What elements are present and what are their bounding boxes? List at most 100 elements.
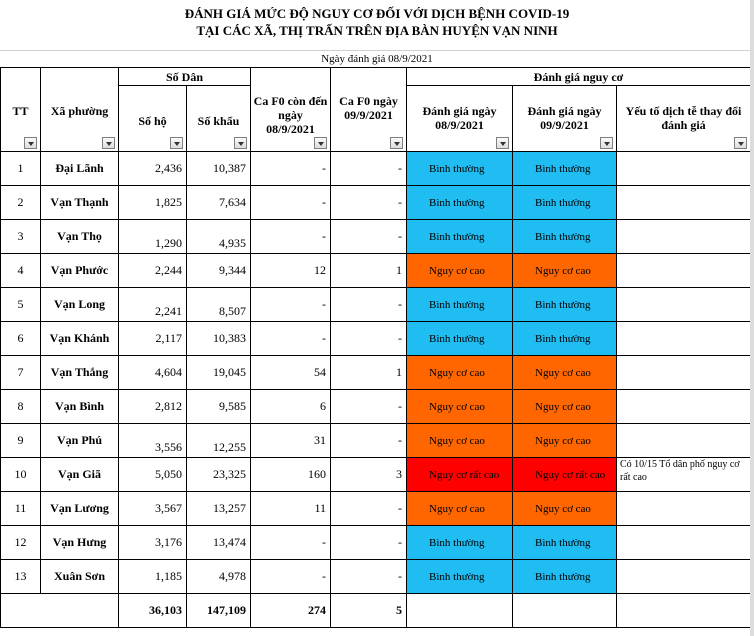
f0-cases-to-date[interactable]: 160 [250, 457, 331, 492]
population[interactable]: 10,387 [186, 151, 251, 186]
filter-dropdown-icon[interactable] [734, 137, 747, 149]
assessment-0809[interactable]: Nguy cơ cao [406, 253, 513, 288]
assessment-0809[interactable]: Bình thường [406, 321, 513, 356]
f0-cases-to-date[interactable]: 54 [250, 355, 331, 390]
epidemiological-note[interactable] [616, 423, 751, 458]
assessment-0909[interactable]: Nguy cơ cao [512, 491, 617, 526]
commune-name[interactable]: Vạn Thắng [40, 355, 119, 390]
epidemiological-note[interactable] [616, 253, 751, 288]
totals-label-cell[interactable] [0, 593, 119, 628]
f0-cases-to-date[interactable]: - [250, 151, 331, 186]
f0-cases-to-date[interactable]: - [250, 559, 331, 594]
assessment-0909[interactable]: Bình thường [512, 525, 617, 560]
assessment-0909[interactable]: Bình thường [512, 185, 617, 220]
assessment-0809[interactable]: Nguy cơ cao [406, 355, 513, 390]
households[interactable]: 1,290 [118, 219, 187, 254]
row-number[interactable]: 12 [0, 525, 41, 560]
row-number[interactable]: 2 [0, 185, 41, 220]
filter-dropdown-icon[interactable] [234, 137, 247, 149]
epidemiological-note[interactable]: Có 10/15 Tổ dân phố nguy cơ rất cao [616, 457, 751, 492]
row-number[interactable]: 9 [0, 423, 41, 458]
row-number[interactable]: 4 [0, 253, 41, 288]
assessment-0909[interactable]: Bình thường [512, 559, 617, 594]
f0-cases-day[interactable]: 3 [330, 457, 407, 492]
epidemiological-note[interactable] [616, 389, 751, 424]
row-number[interactable]: 6 [0, 321, 41, 356]
row-number[interactable]: 1 [0, 151, 41, 186]
f0-cases-day[interactable]: - [330, 185, 407, 220]
population[interactable]: 23,325 [186, 457, 251, 492]
commune-name[interactable]: Đại Lãnh [40, 151, 119, 186]
f0-cases-to-date[interactable]: 11 [250, 491, 331, 526]
f0-cases-day[interactable]: - [330, 423, 407, 458]
f0-cases-to-date[interactable]: 12 [250, 253, 331, 288]
total-households[interactable]: 36,103 [118, 593, 187, 628]
f0-cases-day[interactable]: - [330, 491, 407, 526]
assessment-0809[interactable]: Bình thường [406, 151, 513, 186]
population[interactable]: 9,585 [186, 389, 251, 424]
assessment-0809[interactable]: Bình thường [406, 185, 513, 220]
assessment-0909[interactable]: Bình thường [512, 321, 617, 356]
filter-dropdown-icon[interactable] [496, 137, 509, 149]
epidemiological-note[interactable] [616, 321, 751, 356]
households[interactable]: 4,604 [118, 355, 187, 390]
empty-cell[interactable] [406, 593, 513, 628]
assessment-0909[interactable]: Bình thường [512, 151, 617, 186]
households[interactable]: 2,244 [118, 253, 187, 288]
f0-cases-day[interactable]: - [330, 389, 407, 424]
epidemiological-note[interactable] [616, 219, 751, 254]
row-number[interactable]: 10 [0, 457, 41, 492]
filter-dropdown-icon[interactable] [102, 137, 115, 149]
population[interactable]: 7,634 [186, 185, 251, 220]
row-number[interactable]: 5 [0, 287, 41, 322]
assessment-0909[interactable]: Bình thường [512, 287, 617, 322]
assessment-0909[interactable]: Bình thường [512, 219, 617, 254]
f0-cases-day[interactable]: 1 [330, 355, 407, 390]
empty-cell[interactable] [512, 593, 617, 628]
commune-name[interactable]: Vạn Phú [40, 423, 119, 458]
assessment-0809[interactable]: Nguy cơ cao [406, 389, 513, 424]
households[interactable]: 3,556 [118, 423, 187, 458]
f0-cases-day[interactable]: - [330, 219, 407, 254]
f0-cases-day[interactable]: 1 [330, 253, 407, 288]
assessment-0909[interactable]: Nguy cơ cao [512, 355, 617, 390]
commune-name[interactable]: Vạn Khánh [40, 321, 119, 356]
filter-dropdown-icon[interactable] [24, 137, 37, 149]
commune-name[interactable]: Vạn Giã [40, 457, 119, 492]
f0-cases-day[interactable]: - [330, 559, 407, 594]
filter-dropdown-icon[interactable] [390, 137, 403, 149]
households[interactable]: 2,812 [118, 389, 187, 424]
assessment-0909[interactable]: Nguy cơ cao [512, 389, 617, 424]
assessment-0809[interactable]: Bình thường [406, 525, 513, 560]
commune-name[interactable]: Xuân Sơn [40, 559, 119, 594]
commune-name[interactable]: Vạn Thạnh [40, 185, 119, 220]
row-number[interactable]: 13 [0, 559, 41, 594]
epidemiological-note[interactable] [616, 287, 751, 322]
assessment-0809[interactable]: Bình thường [406, 219, 513, 254]
population[interactable]: 13,474 [186, 525, 251, 560]
assessment-0909[interactable]: Nguy cơ cao [512, 253, 617, 288]
f0-cases-to-date[interactable]: - [250, 185, 331, 220]
f0-cases-day[interactable]: - [330, 287, 407, 322]
assessment-0809[interactable]: Bình thường [406, 559, 513, 594]
commune-name[interactable]: Vạn Hưng [40, 525, 119, 560]
total-f0-day[interactable]: 5 [330, 593, 407, 628]
commune-name[interactable]: Vạn Bình [40, 389, 119, 424]
epidemiological-note[interactable] [616, 151, 751, 186]
population[interactable]: 9,344 [186, 253, 251, 288]
population[interactable]: 12,255 [186, 423, 251, 458]
f0-cases-to-date[interactable]: - [250, 287, 331, 322]
row-number[interactable]: 3 [0, 219, 41, 254]
total-f0-to-date[interactable]: 274 [250, 593, 331, 628]
f0-cases-day[interactable]: - [330, 151, 407, 186]
commune-name[interactable]: Vạn Long [40, 287, 119, 322]
commune-name[interactable]: Vạn Thọ [40, 219, 119, 254]
epidemiological-note[interactable] [616, 525, 751, 560]
population[interactable]: 8,507 [186, 287, 251, 322]
epidemiological-note[interactable] [616, 355, 751, 390]
population[interactable]: 10,383 [186, 321, 251, 356]
row-number[interactable]: 7 [0, 355, 41, 390]
households[interactable]: 3,176 [118, 525, 187, 560]
epidemiological-note[interactable] [616, 491, 751, 526]
filter-dropdown-icon[interactable] [600, 137, 613, 149]
